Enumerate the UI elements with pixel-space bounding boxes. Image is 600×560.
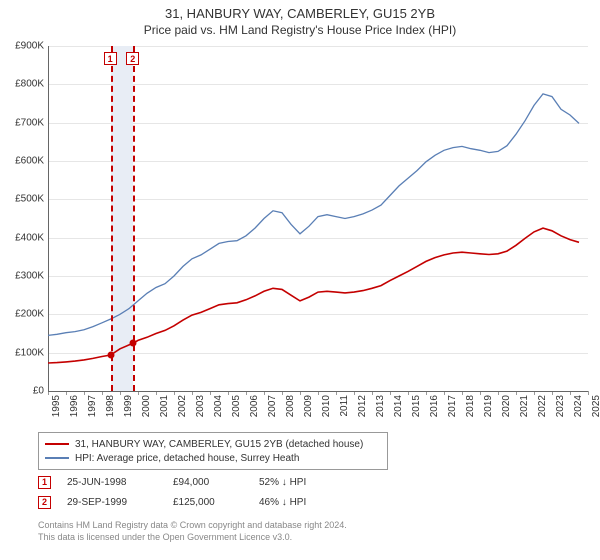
x-tick-label: 2004 (213, 395, 224, 417)
y-tick-label: £700K (0, 117, 44, 128)
x-tick-label: 2021 (519, 395, 530, 417)
legend-label: 31, HANBURY WAY, CAMBERLEY, GU15 2YB (de… (75, 439, 363, 450)
series-line (48, 228, 579, 363)
legend-item: 31, HANBURY WAY, CAMBERLEY, GU15 2YB (de… (45, 437, 381, 451)
series-line (48, 94, 579, 336)
title-block: 31, HANBURY WAY, CAMBERLEY, GU15 2YB Pri… (0, 0, 600, 37)
x-tick-label: 2003 (195, 395, 206, 417)
title-address: 31, HANBURY WAY, CAMBERLEY, GU15 2YB (0, 6, 600, 21)
footer-line1: Contains HM Land Registry data © Crown c… (38, 520, 347, 532)
y-tick-label: £0 (0, 386, 44, 397)
x-tick-label: 2016 (429, 395, 440, 417)
sale-price: £94,000 (173, 477, 243, 488)
y-tick-label: £300K (0, 271, 44, 282)
title-subtitle: Price paid vs. HM Land Registry's House … (0, 23, 600, 37)
x-tick-label: 2025 (591, 395, 600, 417)
x-tick-label: 2007 (267, 395, 278, 417)
x-tick-label: 2001 (159, 395, 170, 417)
legend-label: HPI: Average price, detached house, Surr… (75, 453, 299, 464)
x-tick-label: 2013 (375, 395, 386, 417)
footer-line2: This data is licensed under the Open Gov… (38, 532, 347, 544)
x-tick-label: 2006 (249, 395, 260, 417)
sale-hpi-delta: 52% ↓ HPI (259, 477, 339, 488)
event-marker: 2 (126, 52, 139, 65)
x-tick-label: 2015 (411, 395, 422, 417)
sale-row: 1 25-JUN-1998 £94,000 52% ↓ HPI (38, 472, 339, 492)
sale-marker: 2 (38, 496, 51, 509)
sale-marker: 1 (38, 476, 51, 489)
x-tick-label: 2011 (339, 395, 350, 417)
x-tick-label: 2017 (447, 395, 458, 417)
chart-container: 31, HANBURY WAY, CAMBERLEY, GU15 2YB Pri… (0, 0, 600, 560)
x-tick-label: 1997 (87, 395, 98, 417)
x-tick-label: 2023 (555, 395, 566, 417)
event-vline (133, 46, 135, 391)
y-tick-label: £100K (0, 347, 44, 358)
x-tick-label: 2010 (321, 395, 332, 417)
sale-row: 2 29-SEP-1999 £125,000 46% ↓ HPI (38, 492, 339, 512)
sale-date: 25-JUN-1998 (67, 477, 157, 488)
x-tick-label: 2019 (483, 395, 494, 417)
sale-price: £125,000 (173, 497, 243, 508)
x-tick-label: 1998 (105, 395, 116, 417)
y-tick-label: £200K (0, 309, 44, 320)
chart-plot-area (48, 46, 588, 391)
sale-date: 29-SEP-1999 (67, 497, 157, 508)
x-tick-mark (588, 391, 589, 395)
x-tick-label: 1996 (69, 395, 80, 417)
y-tick-label: £800K (0, 79, 44, 90)
x-axis-line (48, 391, 588, 392)
x-tick-label: 2002 (177, 395, 188, 417)
x-tick-label: 1999 (123, 395, 134, 417)
y-tick-label: £600K (0, 156, 44, 167)
sale-hpi-delta: 46% ↓ HPI (259, 497, 339, 508)
x-tick-label: 1995 (51, 395, 62, 417)
x-tick-label: 2020 (501, 395, 512, 417)
y-tick-label: £500K (0, 194, 44, 205)
x-tick-label: 2008 (285, 395, 296, 417)
legend-swatch (45, 443, 69, 445)
legend-swatch (45, 457, 69, 459)
x-tick-label: 2012 (357, 395, 368, 417)
y-tick-label: £400K (0, 232, 44, 243)
footer-attribution: Contains HM Land Registry data © Crown c… (38, 520, 347, 543)
y-tick-label: £900K (0, 41, 44, 52)
legend: 31, HANBURY WAY, CAMBERLEY, GU15 2YB (de… (38, 432, 388, 470)
x-tick-label: 2024 (573, 395, 584, 417)
x-tick-label: 2022 (537, 395, 548, 417)
x-tick-label: 2014 (393, 395, 404, 417)
x-tick-label: 2018 (465, 395, 476, 417)
sales-table: 1 25-JUN-1998 £94,000 52% ↓ HPI 2 29-SEP-1999… (38, 472, 339, 512)
legend-item: HPI: Average price, detached house, Surr… (45, 451, 381, 465)
x-tick-label: 2000 (141, 395, 152, 417)
event-vline (111, 46, 113, 391)
x-tick-label: 2005 (231, 395, 242, 417)
x-tick-label: 2009 (303, 395, 314, 417)
event-marker: 1 (104, 52, 117, 65)
